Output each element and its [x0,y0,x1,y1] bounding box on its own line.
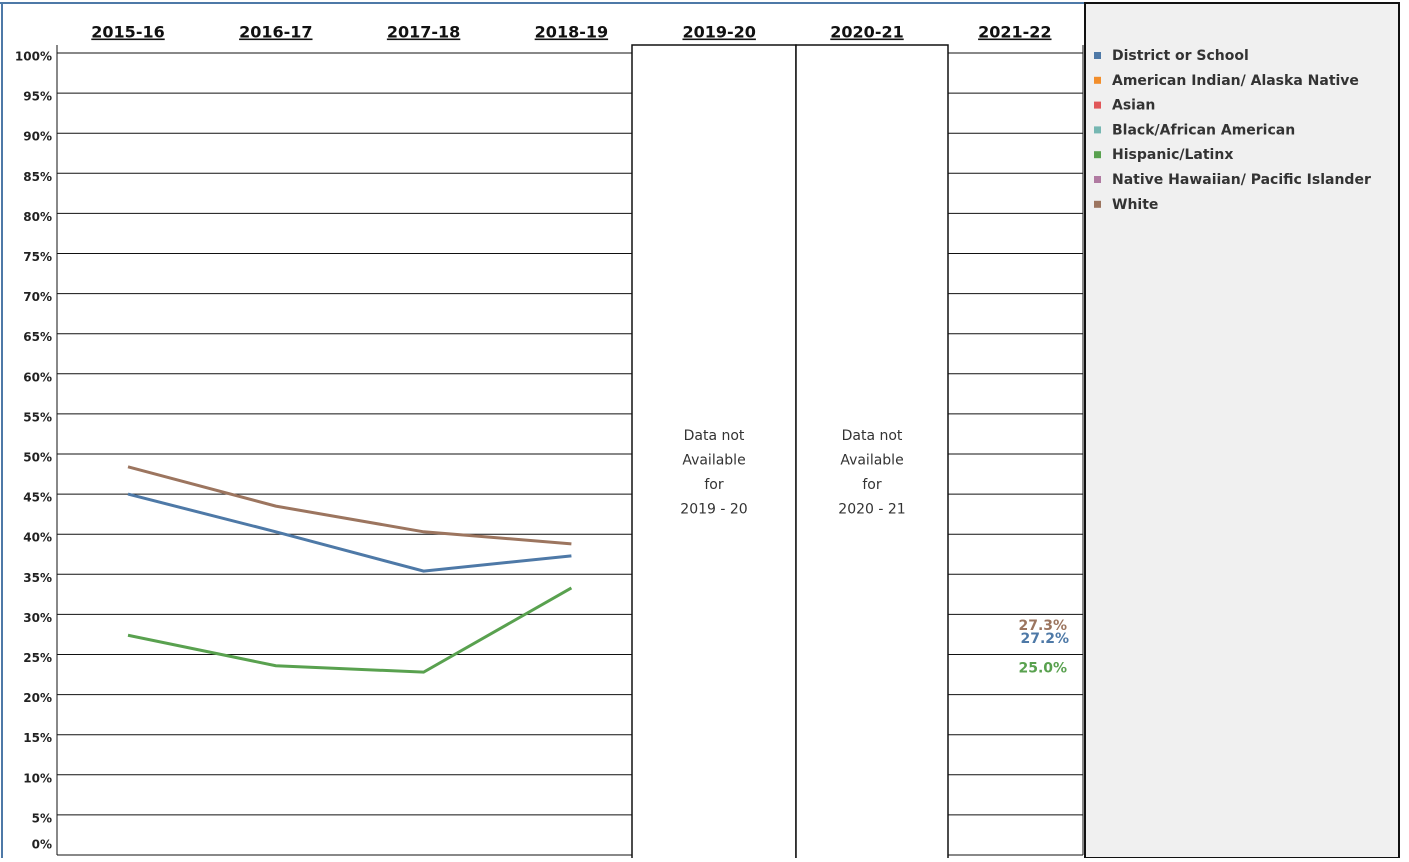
legend-label: Asian [1112,98,1155,114]
y-tick-label: 50% [23,451,52,465]
no-data-note: 2019 - 20 [680,502,747,518]
legend-swatch [1094,76,1101,84]
no-data-note: Data not [684,428,745,444]
panels: Data not Available for 2019 - 20 Data not Ava… [631,44,949,860]
y-tick-label: 45% [23,491,52,505]
x-category-label: 2018-19 [535,23,608,42]
y-tick-label: 75% [23,250,52,264]
y-tick-label: 55% [23,410,52,424]
no-data-note: for [862,477,881,493]
y-tick-label: 0% [32,838,52,852]
y-tick-label: 40% [23,531,52,545]
x-category-label: 2021-22 [978,23,1051,42]
legend-label: Black/African American [1112,122,1295,138]
y-tick-label: 80% [23,210,52,224]
legend-swatch [1094,52,1101,59]
data-label: 27.2% [1021,631,1070,647]
no-data-note: Data not [842,428,903,444]
legend-panel [1084,2,1400,859]
legend-swatch [1094,151,1101,159]
series-line [127,465,572,546]
legend-label: Hispanic/Latinx [1112,147,1233,163]
x-category-label: 2020-21 [830,23,903,42]
x-category-label: 2015-16 [91,23,164,42]
legend-swatch [1094,101,1101,109]
y-tick-label: 20% [23,691,52,705]
y-tick-label: 25% [23,651,52,665]
legend-label: American Indian/ Alaska Native [1112,73,1359,89]
legend-swatch [1094,200,1101,208]
no-data-note: Available [840,453,903,469]
no-data-panel [631,44,797,860]
no-data-note: 2020 - 21 [838,502,905,518]
labels: 0% 5% 10% 15% 20% 25% 30% 35% 40% 45% 50% 55% 60% 65%… [15,23,1371,852]
no-data-note: Available [682,453,745,469]
y-tick-label: 30% [23,611,52,625]
data-label: 27.3% [1019,618,1068,634]
y-tick-label: 65% [23,330,52,344]
y-tick-label: 95% [23,90,52,104]
y-tick-label: 60% [23,370,52,384]
y-tick-label: 5% [32,811,52,825]
legend-label: District or School [1112,48,1249,64]
y-tick-label: 90% [23,130,52,144]
legend-label: Native Hawaiian/ Pacific Islander [1112,172,1371,188]
y-tick-label: 100% [15,50,52,64]
y-tick-label: 10% [23,771,52,785]
y-tick-label: 35% [23,571,52,585]
no-data-panel [795,44,949,860]
x-category-label: 2019-20 [682,23,755,42]
legend-swatch [1094,176,1101,183]
y-tick-label: 70% [23,290,52,304]
y-tick-label: 15% [23,731,52,745]
series-line [127,586,573,674]
x-category-label: 2017-18 [387,23,460,42]
data-label: 25.0% [1019,661,1068,677]
x-category-label: 2016-17 [239,23,312,42]
legend-swatch [1094,126,1101,134]
plot [127,465,573,674]
series-line [127,492,572,573]
legend-label: White [1112,197,1158,213]
no-data-note: for [704,477,723,493]
y-tick-label: 85% [23,170,52,184]
